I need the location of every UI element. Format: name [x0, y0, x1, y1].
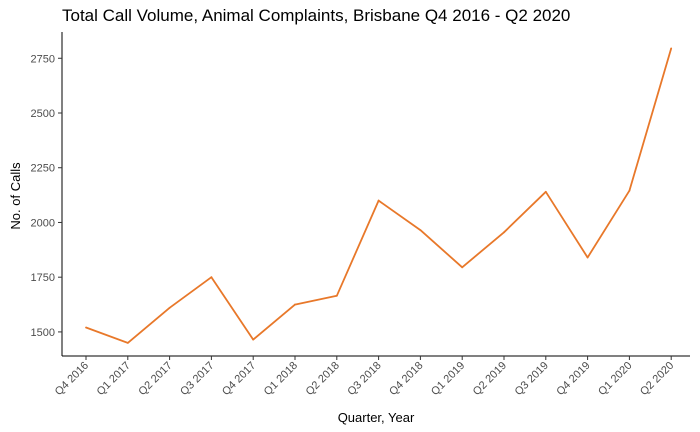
y-tick-label: 2500 — [31, 108, 55, 120]
x-tick-label: Q1 2018 — [262, 360, 300, 398]
x-tick-label: Q1 2019 — [429, 360, 467, 398]
data-point — [461, 266, 464, 269]
data-point — [586, 256, 589, 259]
x-tick-label: Q4 2016 — [53, 360, 91, 398]
data-point — [85, 326, 87, 329]
x-tick-label: Q2 2017 — [136, 360, 174, 398]
x-tick-label: Q4 2017 — [220, 360, 258, 398]
x-tick-label: Q4 2018 — [387, 360, 425, 398]
data-point — [628, 189, 631, 192]
y-tick-label: 1500 — [31, 327, 55, 339]
x-tick-label: Q2 2018 — [304, 360, 342, 398]
chart-title: Total Call Volume, Animal Complaints, Br… — [62, 6, 571, 25]
x-tick-label: Q3 2017 — [178, 360, 216, 398]
x-tick-label: Q1 2017 — [95, 360, 133, 398]
x-tick-label: Q1 2020 — [596, 360, 634, 398]
x-axis-title: Quarter, Year — [338, 410, 415, 425]
x-tick-label: Q2 2019 — [471, 360, 509, 398]
data-point — [503, 231, 505, 234]
y-tick-label: 2000 — [31, 217, 55, 229]
y-tick-label: 2750 — [31, 53, 55, 65]
series-line-group — [85, 47, 673, 344]
data-point — [126, 341, 129, 344]
data-point — [335, 294, 338, 297]
data-point — [419, 229, 422, 232]
x-tick-label: Q2 2020 — [638, 360, 676, 398]
data-point — [544, 190, 547, 193]
y-tick-label: 2250 — [31, 163, 55, 175]
x-tick-label: Q3 2019 — [513, 360, 551, 398]
data-point — [294, 303, 296, 306]
data-point — [252, 338, 255, 341]
data-point — [210, 276, 213, 279]
series-line — [85, 48, 673, 344]
data-point — [168, 306, 171, 309]
y-axis-title: No. of Calls — [8, 162, 23, 230]
data-point — [377, 199, 380, 202]
y-tick-label: 1750 — [31, 272, 55, 284]
x-tick-label: Q4 2019 — [554, 360, 592, 398]
data-point — [670, 47, 673, 50]
x-tick-label: Q3 2018 — [345, 360, 383, 398]
